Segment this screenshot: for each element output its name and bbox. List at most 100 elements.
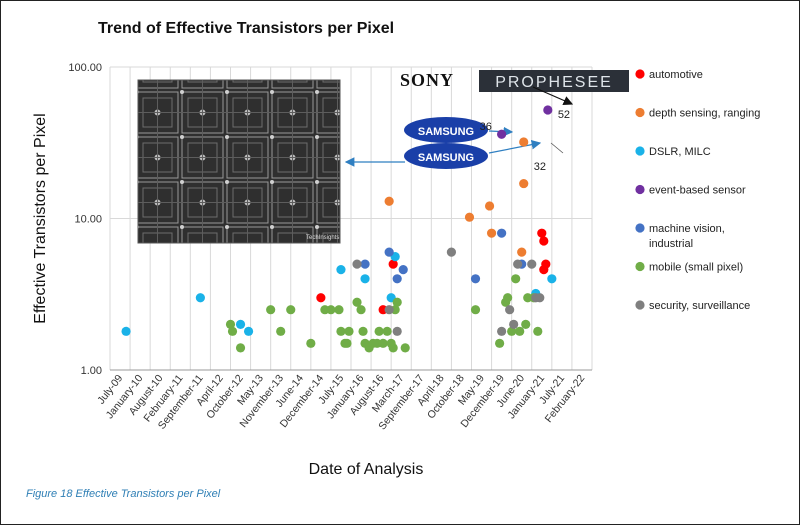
data-point [336,326,346,336]
legend-marker [635,146,645,156]
data-point [384,196,394,206]
legend-marker [635,69,645,79]
data-point [505,305,515,315]
data-point [527,259,537,269]
legend-label: automotive [649,69,703,81]
legend-marker [635,261,645,272]
data-point [515,326,525,336]
data-point [392,326,402,336]
data-point [541,259,551,269]
annotations: 36 32 52 [480,109,570,173]
data-point [121,326,131,336]
data-point [519,178,529,189]
legend-label: event-based sensor [649,185,746,197]
data-point [235,343,246,353]
y-tick-label: 100.00 [68,62,102,74]
samsung-logo-2: SAMSUNG [404,143,488,169]
data-point [497,129,507,139]
data-point [470,274,481,284]
data-point [360,259,370,269]
data-point [484,201,495,211]
x-axis-title: Date of Analysis [309,461,424,478]
data-point [195,293,205,303]
value-annotation: 52 [558,109,570,121]
data-point [388,343,398,353]
data-point [446,247,457,257]
legend-marker [635,107,645,118]
data-point [388,259,398,269]
data-point [358,326,368,336]
data-point [398,264,408,275]
data-point [507,326,517,336]
data-point [543,105,553,115]
data-point [356,305,366,315]
data-point [400,343,410,353]
prophesee-arrow [532,86,574,106]
data-point [537,228,547,238]
data-point [497,326,507,336]
svg-text:SAMSUNG: SAMSUNG [418,152,474,164]
data-point [352,259,362,269]
data-point [316,293,326,303]
data-point [547,274,557,284]
data-point [360,274,370,284]
data-point [513,259,523,269]
legend-label-cont: industrial [649,238,693,250]
data-point [535,293,545,303]
data-point [497,228,507,238]
data-point [511,274,521,284]
data-point [517,247,527,257]
inset-watermark: TechInsights [306,235,339,241]
data-point [334,305,344,315]
data-point [464,212,475,222]
leader-32 [550,142,564,154]
data-point [521,319,531,329]
legend-marker [635,184,645,195]
data-point [225,319,236,329]
data-point [326,305,336,315]
legend-label: depth sensing, ranging [649,108,760,120]
data-point [519,137,529,147]
value-annotation: 36 [480,121,492,133]
data-point [503,293,513,303]
data-point [382,326,392,336]
data-point [384,247,394,257]
data-point [336,264,346,275]
data-point [384,305,394,315]
data-point [392,274,402,284]
data-point [342,338,352,348]
data-point [539,236,549,246]
prophesee-logo: PROPHESEE [479,70,629,92]
data-point [266,305,276,315]
legend-label: DSLR, MILC [649,146,711,158]
data-points [121,105,557,353]
data-point [495,338,505,348]
y-tick-label: 10.00 [74,214,102,226]
sony-logo: SONY [400,70,454,90]
die-photo-inset: TechInsights [137,79,341,244]
data-point [306,338,316,348]
svg-text:SONY: SONY [400,70,454,90]
figure-caption: Figure 18 Effective Transistors per Pixe… [26,488,221,500]
y-axis-title: Effective Transistors per Pixel [32,113,49,323]
chart-title: Trend of Effective Transistors per Pixel [98,20,395,37]
samsung-arrow-2 [488,139,542,154]
data-point [378,338,388,348]
svg-text:SAMSUNG: SAMSUNG [418,126,474,138]
data-point [352,297,362,307]
data-point [286,305,296,315]
y-tick-label: 1.00 [81,365,102,377]
legend-marker [635,300,645,310]
legend-label: mobile (small pixel) [649,262,743,274]
data-point [392,297,402,307]
data-point [227,326,238,336]
data-point [509,319,519,329]
data-point [235,319,246,329]
legend-label: machine vision, [649,223,725,235]
legend-marker [635,223,645,233]
data-point [374,326,384,336]
legend: automotive depth sensing, ranging DSLR, MI… [635,69,760,312]
data-point [344,326,354,336]
